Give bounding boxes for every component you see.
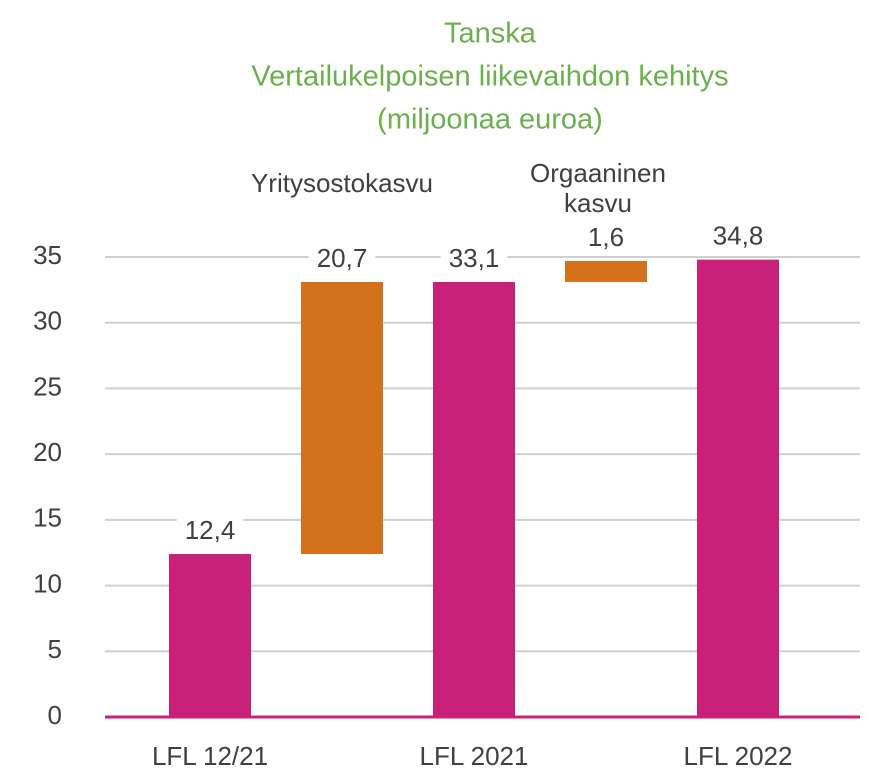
- y-tick-label: 15: [33, 503, 62, 533]
- value-label: 34,8: [713, 221, 764, 251]
- y-tick-label: 10: [33, 568, 62, 598]
- label-bg: [440, 242, 508, 273]
- y-tick-label: 25: [33, 371, 62, 401]
- value-label: 1,6: [588, 222, 624, 252]
- chart-title: (miljoonaa euroa): [377, 104, 603, 136]
- annotation: kasvu: [564, 188, 632, 218]
- annotation: Orgaaninen: [530, 158, 666, 188]
- label-bg: [704, 220, 772, 251]
- bar: [169, 554, 251, 717]
- x-tick-label: LFL 2021: [420, 741, 529, 771]
- y-tick-label: 35: [33, 240, 62, 270]
- x-tick-label: LFL 2022: [684, 741, 793, 771]
- bar: [301, 281, 383, 555]
- value-label: 33,1: [449, 243, 500, 273]
- annotation: Yritysostokasvu: [251, 168, 433, 198]
- label-bg: [579, 221, 633, 252]
- y-tick-label: 5: [48, 634, 62, 664]
- bar: [697, 259, 779, 717]
- value-label: 12,4: [185, 515, 236, 545]
- label-bg: [308, 242, 376, 273]
- chart-title: Vertailukelpoisen liikevaihdon kehitys: [251, 61, 728, 93]
- chart-title: Tanska: [444, 18, 537, 50]
- value-label: 20,7: [317, 243, 368, 273]
- label-bg: [176, 514, 244, 545]
- bar: [565, 260, 647, 282]
- y-tick-label: 20: [33, 437, 62, 467]
- bar: [433, 281, 515, 717]
- y-tick-label: 0: [48, 700, 62, 730]
- x-tick-label: LFL 12/21: [152, 741, 268, 771]
- y-tick-label: 30: [33, 306, 62, 336]
